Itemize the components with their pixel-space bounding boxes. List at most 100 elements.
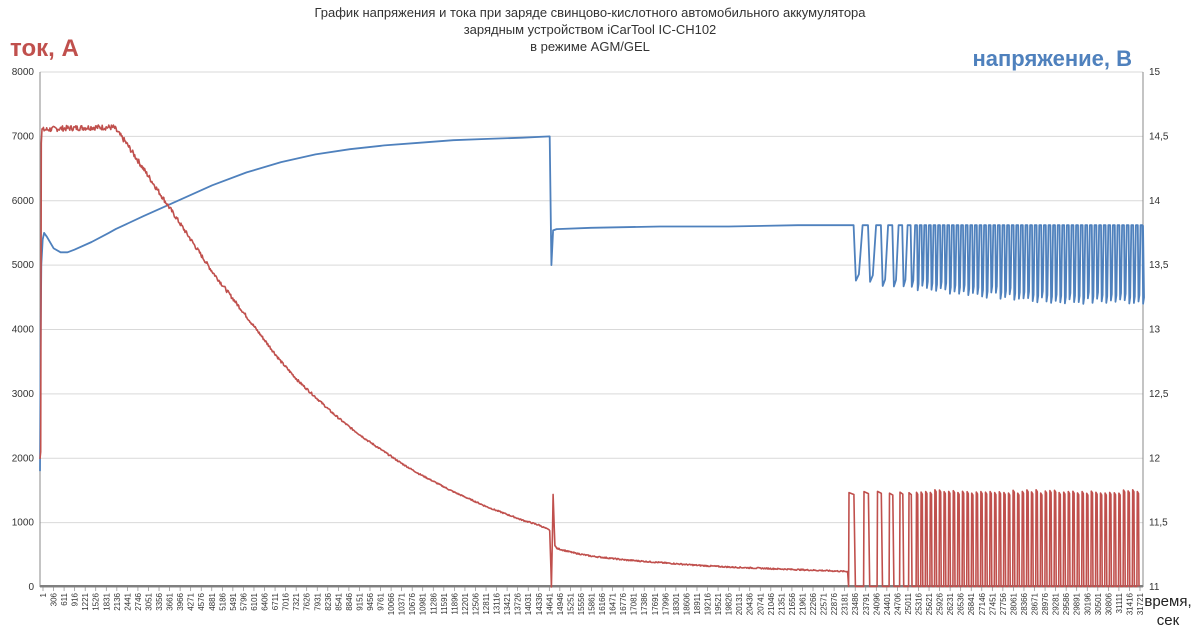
right-tick-label: 13,5 [1149, 260, 1169, 271]
x-tick-label: 22571 [820, 592, 829, 615]
plot-area [39, 124, 1145, 588]
x-tick-label: 19216 [704, 592, 713, 615]
x-tick-label: 23181 [841, 592, 850, 615]
x-tick-label: 21656 [788, 592, 797, 615]
x-tick-label: 14641 [545, 592, 554, 615]
x-tick-label: 28976 [1041, 592, 1050, 615]
x-tick-label: 15251 [566, 592, 575, 615]
x-tick-label: 22876 [830, 592, 839, 615]
x-tick-label: 19826 [725, 592, 734, 615]
x-tick-label: 17081 [630, 592, 639, 615]
x-tick-label: 4881 [208, 592, 217, 610]
x-tick-label: 26231 [946, 592, 955, 615]
x-tick-label: 12811 [482, 592, 491, 614]
x-tick-label: 4271 [187, 592, 196, 610]
x-tick-label: 25011 [904, 592, 913, 614]
current-series-line [39, 124, 1140, 588]
x-axis-label: время, сек [1144, 593, 1191, 629]
x-tick-label: 306 [50, 592, 59, 606]
x-tick-label: 8541 [334, 592, 343, 610]
chart-title-line: График напряжения и тока при заряде свин… [314, 5, 866, 20]
right-axis-label: напряжение, В [973, 46, 1133, 71]
x-tick-label: 25316 [914, 592, 923, 615]
x-tick-label: 7321 [292, 592, 301, 610]
x-tick-label: 6406 [261, 592, 270, 610]
right-tick-label: 14,5 [1149, 131, 1169, 142]
right-tick-label: 12 [1149, 453, 1161, 464]
left-tick-label: 6000 [12, 196, 35, 207]
x-tick-label: 26841 [967, 592, 976, 615]
x-tick-label: 15556 [577, 592, 586, 615]
x-tick-label: 31721 [1136, 592, 1145, 615]
left-tick-label: 5000 [12, 260, 35, 271]
x-tick-label: 28671 [1031, 592, 1040, 615]
x-tick-label: 25621 [925, 592, 934, 615]
x-tick-label: 10066 [387, 592, 396, 615]
x-tick-label: 24401 [883, 592, 892, 615]
x-tick-label: 3051 [144, 592, 153, 610]
x-tick-label: 3356 [155, 592, 164, 610]
x-tick-label: 23791 [862, 592, 871, 615]
x-tick-label: 8236 [324, 592, 333, 610]
x-tick-label: 2441 [123, 592, 132, 610]
x-tick-label: 11286 [429, 592, 438, 614]
left-tick-label: 4000 [12, 325, 35, 336]
left-axis-label: ток, А [10, 35, 79, 62]
left-tick-label: 1000 [12, 518, 35, 529]
x-tick-label: 916 [71, 592, 80, 606]
x-tick-label: 17386 [640, 592, 649, 615]
x-tick-label: 28366 [1020, 592, 1029, 615]
x-tick-label: 10371 [398, 592, 407, 615]
x-tick-label: 9151 [355, 592, 364, 610]
x-tick-label: 30196 [1083, 592, 1092, 615]
x-tick-label: 20131 [735, 592, 744, 615]
x-tick-label: 6711 [271, 592, 280, 610]
x-tick-label: 2746 [134, 592, 143, 610]
x-tick-label: 17691 [651, 592, 660, 615]
x-tick-label: 5186 [218, 592, 227, 610]
x-tick-label: 22266 [809, 592, 818, 615]
x-tick-label: 18606 [682, 592, 691, 615]
x-tick-label: 14031 [524, 592, 533, 615]
x-tick-label: 24096 [872, 592, 881, 615]
x-tick-label: 18301 [672, 592, 681, 615]
x-tick-label: 611 [60, 592, 69, 605]
x-tick-label: 14336 [535, 592, 544, 615]
chart-title-line: в режиме AGM/GEL [530, 39, 650, 54]
x-tick-label: 14946 [556, 592, 565, 615]
x-tick-label: 6101 [250, 592, 259, 610]
right-tick-label: 11 [1149, 582, 1160, 593]
chart-title-line: зарядным устройством iCarTool IC-CH102 [464, 22, 717, 37]
x-tick-label: 27756 [999, 592, 1008, 615]
left-tick-label: 7000 [12, 131, 35, 142]
left-tick-label: 2000 [12, 453, 35, 464]
x-axis-label-line: сек [1157, 612, 1180, 629]
x-tick-label: 20741 [756, 592, 765, 615]
x-tick-label: 7016 [282, 592, 291, 610]
x-tick-label: 12201 [461, 592, 470, 615]
x-tick-label: 21961 [798, 592, 807, 615]
left-y-axis: 0 1000 2000 3000 4000 5000 6000 7000 8000 [12, 67, 41, 593]
x-tick-label: 27146 [978, 592, 987, 615]
right-tick-label: 11,5 [1149, 518, 1168, 529]
x-tick-label: 16776 [619, 592, 628, 615]
x-tick-label: 8846 [345, 592, 354, 610]
x-tick-label: 19521 [714, 592, 723, 615]
x-tick-label: 15861 [588, 592, 597, 615]
x-axis: 1 306 611 916 1221 1526 1831 2136 2441 2746 3051 33… [39, 586, 1145, 615]
x-tick-label: 29586 [1062, 592, 1071, 615]
right-y-axis: 11 11,5 12 12,5 13 13,5 14 14,5 15 [1142, 67, 1169, 593]
x-tick-label: 31111 [1115, 592, 1124, 613]
x-tick-label: 26536 [957, 592, 966, 615]
x-tick-label: 25926 [936, 592, 945, 615]
gridlines [40, 71, 1143, 588]
x-axis-label-line: время, [1144, 593, 1191, 610]
x-tick-label: 1221 [81, 592, 90, 610]
right-tick-label: 12,5 [1149, 389, 1169, 400]
x-tick-label: 1 [39, 592, 48, 597]
x-tick-label: 9761 [377, 592, 386, 610]
left-tick-label: 3000 [12, 389, 35, 400]
x-tick-label: 27451 [988, 592, 997, 615]
x-tick-label: 23486 [851, 592, 860, 615]
